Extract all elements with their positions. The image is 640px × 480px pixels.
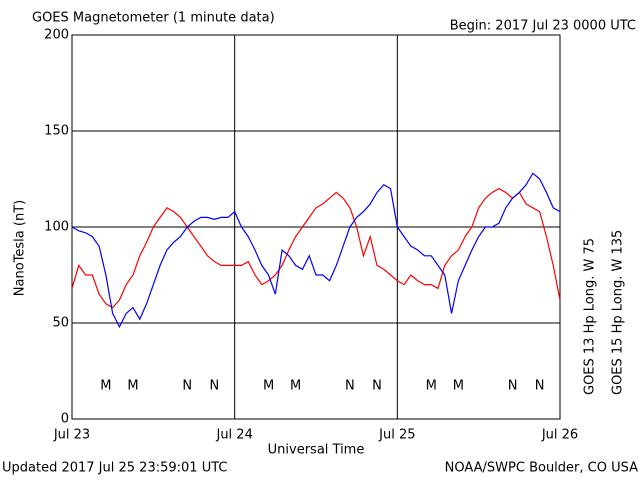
annotation: M (453, 379, 464, 394)
annotation: M (127, 379, 138, 394)
chart-subtitle: Begin: 2017 Jul 23 0000 UTC (450, 19, 636, 34)
annotation: N (209, 379, 219, 394)
annotation: M (290, 379, 301, 394)
x-tick-label: Jul 25 (378, 428, 415, 443)
x-tick-label: Jul 26 (541, 428, 578, 443)
x-tick-label: Jul 23 (53, 428, 90, 443)
y-tick-label: 0 (61, 412, 69, 427)
y-tick-label: 200 (44, 28, 69, 43)
annotation: M (426, 379, 437, 394)
y-tick-label: 100 (44, 220, 69, 235)
data-line (71, 172, 561, 329)
y-axis-label: NanoTesla (nT) (13, 200, 28, 296)
annotation: N (345, 379, 355, 394)
data-line (71, 187, 561, 309)
y-tick-label: 150 (44, 124, 69, 139)
annotation: N (508, 379, 518, 394)
footer-left: Updated 2017 Jul 25 23:59:01 UTC (2, 461, 227, 476)
legend-entry: GOES 13 Hp Long. W 75 (583, 238, 598, 395)
annotation: N (182, 379, 192, 394)
annotation: M (100, 379, 111, 394)
annotation: N (372, 379, 382, 394)
footer-right: NOAA/SWPC Boulder, CO USA (445, 461, 638, 476)
chart-title: GOES Magnetometer (1 minute data) (32, 11, 275, 26)
x-axis-label: Universal Time (268, 443, 365, 458)
x-tick-label: Jul 24 (215, 428, 252, 443)
annotation: N (535, 379, 545, 394)
annotation: M (263, 379, 274, 394)
legend-entry: GOES 15 Hp Long. W 135 (611, 230, 626, 395)
y-tick-label: 50 (52, 316, 69, 331)
